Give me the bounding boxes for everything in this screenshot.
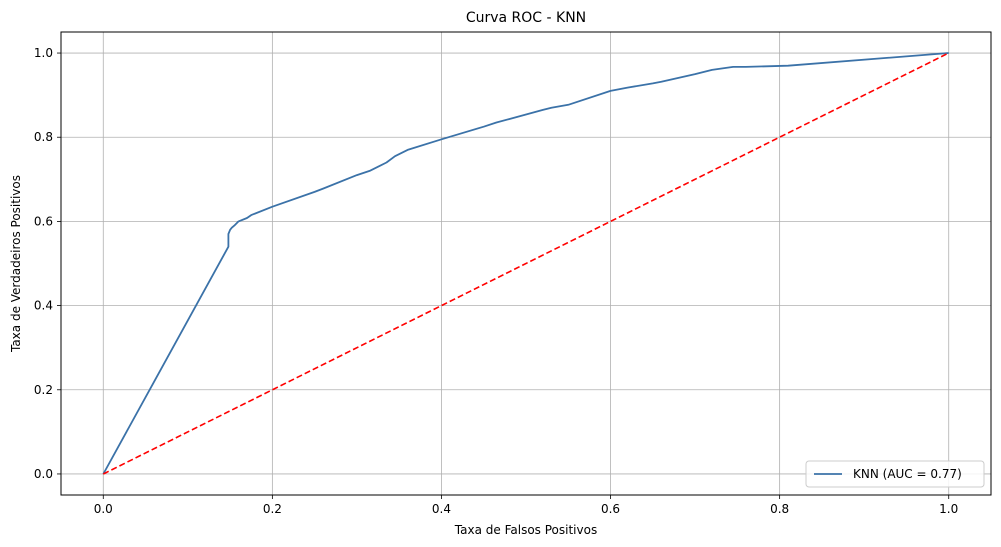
random-classifier-line [102,52,950,475]
series-layer [102,52,950,475]
x-tick-label-1: 0.2 [263,502,282,516]
y-tick-label-5: 1.0 [34,46,53,60]
y-tick-label-2: 0.4 [34,299,53,313]
x-tick-label-4: 0.8 [770,502,789,516]
x-axis-title: Taxa de Falsos Positivos [454,523,597,537]
y-tick-label-3: 0.6 [34,214,53,228]
x-tick-label-5: 1.0 [939,502,958,516]
chart-title: Curva ROC - KNN [466,10,586,26]
y-tick-label-1: 0.2 [34,383,53,397]
x-tick-label-3: 0.6 [601,502,620,516]
legend: KNN (AUC = 0.77) [805,460,985,488]
x-tick-label-2: 0.4 [432,502,451,516]
ticks: 0.0 0.2 0.4 0.6 0.8 1.0 0.0 0.2 0.4 0.6 0.8 1.0 [34,46,958,516]
roc-curve-knn [102,52,949,475]
y-tick-label-4: 0.8 [34,130,53,144]
y-axis-title: Taxa de Verdadeiros Positivos [9,175,23,353]
y-tick-label-0: 0.0 [34,467,53,481]
legend-label-knn: KNN (AUC = 0.77) [853,467,962,481]
x-tick-label-0: 0.0 [94,502,113,516]
legend-box [805,460,985,488]
plot-frame [60,31,992,496]
